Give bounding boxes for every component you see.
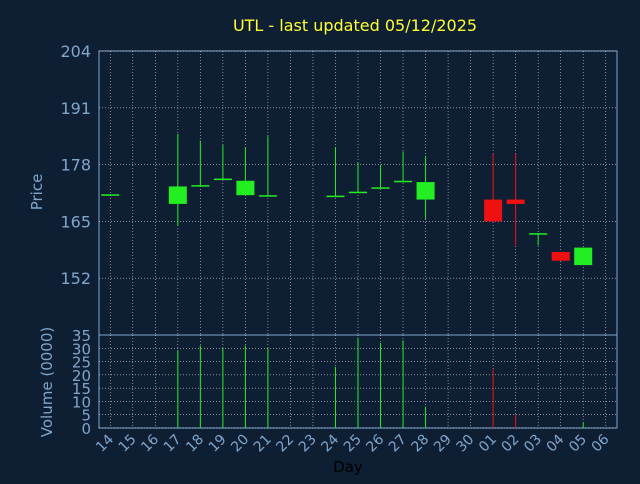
candle-body: [101, 194, 120, 196]
price-tick-label: 191: [60, 99, 91, 118]
price-tick-label: 204: [60, 42, 91, 61]
volume-tick-label: 5: [81, 407, 91, 425]
price-axis-label: Price: [28, 174, 46, 211]
candle-body: [371, 187, 390, 189]
volume-tick-label: 30: [72, 340, 91, 358]
candle-body: [506, 199, 525, 204]
x-tick-label: 27: [386, 432, 410, 456]
x-tick-label: 18: [183, 432, 207, 456]
x-tick-label: 25: [341, 432, 365, 456]
price-tick-label: 165: [60, 212, 91, 231]
x-tick-label: 28: [408, 432, 432, 456]
x-tick-label: 05: [566, 432, 590, 456]
price-tick-label: 152: [60, 269, 91, 288]
x-tick-label: 29: [431, 432, 455, 456]
candle-body: [416, 182, 435, 200]
candle-body: [551, 251, 570, 261]
candle-body: [529, 233, 548, 235]
x-tick-label: 04: [544, 431, 568, 455]
volume-tick-label: 20: [72, 367, 91, 385]
x-tick-label: 24: [318, 431, 342, 455]
candle-body: [326, 195, 345, 198]
x-tick-label: 23: [296, 432, 320, 456]
volume-tick-label: 35: [72, 327, 91, 345]
candle-body: [348, 191, 368, 194]
candle-body: [394, 180, 413, 183]
volume-tick-label: 10: [72, 393, 91, 411]
x-tick-label: 03: [521, 432, 545, 456]
chart-title: UTL - last updated 05/12/2025: [233, 16, 477, 35]
candle-body: [484, 199, 503, 222]
x-tick-label: 20: [228, 432, 252, 456]
x-tick-label: 01: [476, 432, 500, 456]
candle-body: [191, 185, 210, 187]
volume-tick-label: 25: [72, 354, 91, 372]
x-tick-label: 21: [251, 432, 275, 456]
price-panel: 204 191 178 165 152: [60, 42, 618, 336]
candle-body: [258, 195, 277, 197]
price-tick-label: 178: [60, 156, 91, 175]
candle-body: [213, 178, 232, 181]
x-axis-label: Day: [333, 458, 363, 476]
volume-tick-label: 0: [81, 420, 91, 438]
x-tick-label: 16: [138, 431, 162, 455]
x-axis-ticks: 1415161718192021222324252627282930010203…: [93, 431, 612, 455]
x-tick-label: 02: [499, 432, 523, 456]
x-tick-label: 22: [273, 432, 297, 456]
x-tick-label: 06: [589, 431, 613, 455]
x-tick-label: 14: [93, 431, 117, 455]
x-tick-label: 19: [206, 432, 230, 456]
candle-body: [236, 180, 255, 196]
candle-body: [574, 247, 593, 266]
volume-tick-label: 15: [72, 380, 91, 398]
x-tick-label: 17: [161, 432, 185, 456]
x-tick-label: 15: [116, 432, 140, 456]
volume-axis-label: Volume (0000): [38, 327, 56, 437]
x-tick-label: 30: [454, 432, 478, 456]
x-tick-label: 26: [363, 431, 387, 455]
candle-body: [168, 186, 187, 204]
